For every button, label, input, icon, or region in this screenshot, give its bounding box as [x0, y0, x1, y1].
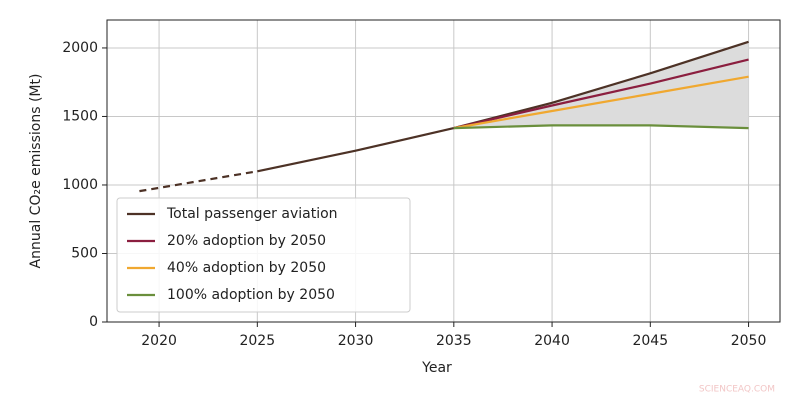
y-tick-label: 500: [71, 245, 98, 261]
x-axis-label: Year: [421, 360, 452, 376]
x-tick-label: 2050: [731, 333, 767, 349]
line: [139, 170, 258, 193]
legend-label: Total passenger aviation: [166, 206, 338, 222]
y-tick-label: 2000: [62, 40, 98, 56]
x-tick-label: 2030: [338, 333, 374, 349]
legend-box: [116, 197, 411, 313]
legend-label: 20% adoption by 2050: [167, 233, 326, 249]
line: [453, 75, 749, 130]
x-tick-label: 2040: [534, 333, 570, 349]
x-tick-label: 2025: [239, 333, 275, 349]
legend-label: 40% adoption by 2050: [167, 260, 326, 276]
line: [453, 124, 749, 130]
y-axis-label: Annual CO₂e emissions (Mt): [28, 74, 44, 269]
legend-label: 100% adoption by 2050: [167, 287, 335, 303]
plot-frame: [106, 19, 781, 323]
line: [453, 58, 749, 130]
y-tick-label: 1500: [62, 108, 98, 124]
watermark: SCIENCEAQ.COM: [699, 385, 775, 395]
y-tick-label: 1000: [62, 177, 98, 193]
x-tick-label: 2020: [141, 333, 177, 349]
x-tick-label: 2035: [436, 333, 472, 349]
y-tick-label: 0: [89, 314, 98, 330]
line: [257, 40, 749, 173]
shaded-range: [453, 41, 749, 129]
x-tick-label: 2045: [632, 333, 668, 349]
